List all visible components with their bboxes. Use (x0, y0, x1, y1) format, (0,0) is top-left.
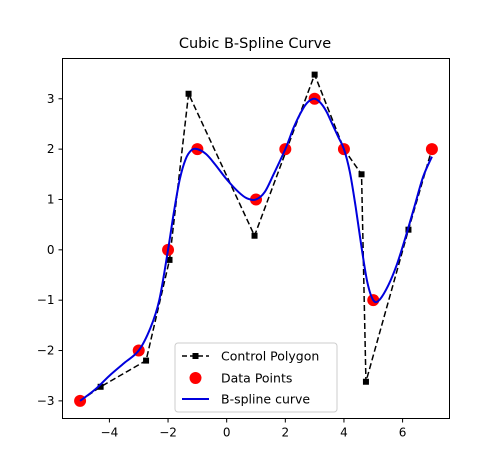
legend-swatch-control-marker (192, 353, 199, 359)
control-point-marker (358, 171, 365, 178)
control-point-marker (311, 71, 318, 78)
data-point-marker (425, 143, 438, 156)
legend-label: Data Points (221, 371, 292, 386)
plot-layer (74, 71, 438, 407)
legend-label: B-spline curve (221, 392, 310, 407)
x-tick-label: 2 (281, 426, 289, 440)
x-tick-label: 6 (399, 426, 407, 440)
control-point-marker (166, 256, 173, 263)
y-tick-label: 2 (47, 142, 55, 156)
legend-box (174, 342, 338, 413)
x-tick-label: 0 (223, 426, 231, 440)
x-tick-label: −2 (159, 426, 177, 440)
control-point-marker (143, 357, 150, 364)
axes-layer: −4 −2 0 2 4 6 −3 −2 −1 0 1 2 3 (37, 92, 407, 440)
y-tick-label: 1 (47, 192, 55, 206)
y-tick-label: −3 (37, 394, 55, 408)
control-point-marker (185, 90, 192, 97)
y-tick-label: 3 (47, 92, 55, 106)
control-point-marker (251, 232, 258, 239)
x-tick-label: −4 (101, 426, 119, 440)
x-tick-label: 4 (340, 426, 348, 440)
plot-frame (62, 58, 450, 419)
legend: Control Polygon Data Points B-spline curve (174, 342, 338, 413)
chart-title: Cubic B-Spline Curve (179, 36, 331, 52)
legend-swatch-data-points (189, 372, 202, 384)
legend-label: Control Polygon (221, 349, 319, 364)
y-tick-label: −2 (37, 344, 55, 358)
control-point-marker (362, 378, 369, 385)
y-tick-label: 0 (47, 243, 55, 257)
bspline-curve-line (79, 97, 433, 402)
y-tick-label: −1 (37, 293, 55, 307)
control-point-marker (97, 383, 104, 390)
